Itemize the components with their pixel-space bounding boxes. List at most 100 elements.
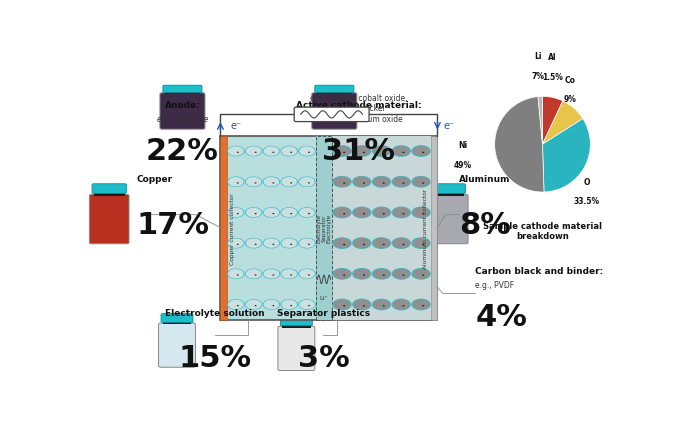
Circle shape	[372, 176, 391, 188]
Circle shape	[264, 178, 279, 187]
Circle shape	[262, 207, 280, 218]
Text: e⁻: e⁻	[444, 121, 455, 131]
Circle shape	[308, 183, 310, 184]
Text: Ni: Ni	[458, 141, 468, 150]
Circle shape	[353, 299, 370, 310]
Circle shape	[308, 152, 310, 153]
Circle shape	[393, 238, 410, 249]
Circle shape	[281, 239, 297, 248]
Circle shape	[333, 208, 351, 218]
FancyBboxPatch shape	[281, 317, 312, 326]
Circle shape	[412, 208, 430, 218]
Circle shape	[343, 183, 345, 184]
Text: Separator plastics: Separator plastics	[277, 308, 370, 317]
FancyBboxPatch shape	[163, 86, 202, 94]
Circle shape	[332, 299, 352, 311]
Circle shape	[393, 147, 410, 157]
Circle shape	[393, 299, 410, 310]
Circle shape	[333, 238, 351, 249]
Circle shape	[412, 299, 430, 311]
Circle shape	[363, 244, 365, 245]
Circle shape	[333, 299, 351, 310]
Text: Aluminum: Aluminum	[459, 175, 510, 184]
FancyBboxPatch shape	[160, 94, 205, 130]
Text: Anode:: Anode:	[164, 101, 200, 110]
Text: Aluminum current collector: Aluminum current collector	[424, 188, 428, 268]
Circle shape	[299, 269, 315, 279]
Text: Active cathode material:: Active cathode material:	[296, 101, 421, 110]
Bar	[431, 136, 438, 320]
FancyBboxPatch shape	[294, 108, 369, 122]
Circle shape	[372, 207, 391, 219]
Circle shape	[272, 152, 274, 153]
Bar	[316, 92, 352, 95]
Circle shape	[262, 147, 280, 157]
Circle shape	[290, 213, 292, 215]
FancyBboxPatch shape	[92, 184, 126, 194]
Circle shape	[343, 275, 345, 276]
Circle shape	[422, 183, 424, 184]
Circle shape	[353, 269, 370, 279]
Circle shape	[391, 268, 411, 280]
Circle shape	[255, 152, 257, 153]
Circle shape	[255, 305, 257, 307]
Circle shape	[332, 146, 352, 158]
Circle shape	[264, 239, 279, 248]
Circle shape	[299, 300, 315, 310]
Circle shape	[422, 153, 424, 154]
Circle shape	[299, 239, 315, 248]
Circle shape	[383, 305, 385, 307]
Circle shape	[262, 269, 280, 279]
Circle shape	[246, 147, 261, 156]
Circle shape	[227, 147, 244, 157]
Circle shape	[372, 299, 391, 311]
Circle shape	[298, 147, 316, 157]
Text: 3%: 3%	[298, 343, 349, 372]
Circle shape	[281, 269, 298, 279]
Circle shape	[422, 305, 424, 307]
Circle shape	[245, 147, 262, 157]
Circle shape	[290, 275, 292, 276]
Circle shape	[237, 244, 239, 245]
Text: 17%: 17%	[136, 210, 209, 239]
Circle shape	[333, 269, 351, 279]
Circle shape	[353, 177, 370, 187]
Circle shape	[299, 178, 315, 187]
Circle shape	[246, 269, 261, 279]
Circle shape	[264, 300, 279, 310]
Circle shape	[343, 213, 345, 215]
Text: O: O	[583, 177, 590, 186]
Circle shape	[422, 213, 424, 215]
Wedge shape	[542, 102, 583, 145]
Text: 1.5%: 1.5%	[542, 73, 563, 82]
Circle shape	[281, 299, 298, 310]
Circle shape	[227, 299, 244, 310]
Circle shape	[290, 244, 292, 245]
FancyBboxPatch shape	[278, 327, 315, 371]
Circle shape	[264, 147, 279, 156]
Circle shape	[402, 213, 405, 215]
FancyBboxPatch shape	[428, 195, 468, 244]
Circle shape	[333, 177, 351, 187]
Text: Copper current collector: Copper current collector	[230, 193, 235, 264]
Circle shape	[255, 244, 257, 245]
Bar	[220, 136, 438, 320]
Circle shape	[402, 153, 405, 154]
Circle shape	[227, 207, 244, 218]
Circle shape	[281, 238, 298, 249]
Circle shape	[373, 208, 390, 218]
Circle shape	[352, 238, 372, 250]
Circle shape	[281, 177, 298, 187]
Circle shape	[264, 269, 279, 279]
Circle shape	[373, 147, 390, 157]
Circle shape	[372, 238, 391, 250]
Circle shape	[363, 305, 365, 307]
Text: Co: Co	[565, 75, 576, 84]
Circle shape	[228, 300, 244, 310]
Text: 49%: 49%	[454, 160, 472, 170]
Circle shape	[227, 177, 244, 187]
Circle shape	[353, 208, 370, 218]
Circle shape	[393, 208, 410, 218]
Circle shape	[352, 299, 372, 311]
Circle shape	[412, 207, 430, 219]
